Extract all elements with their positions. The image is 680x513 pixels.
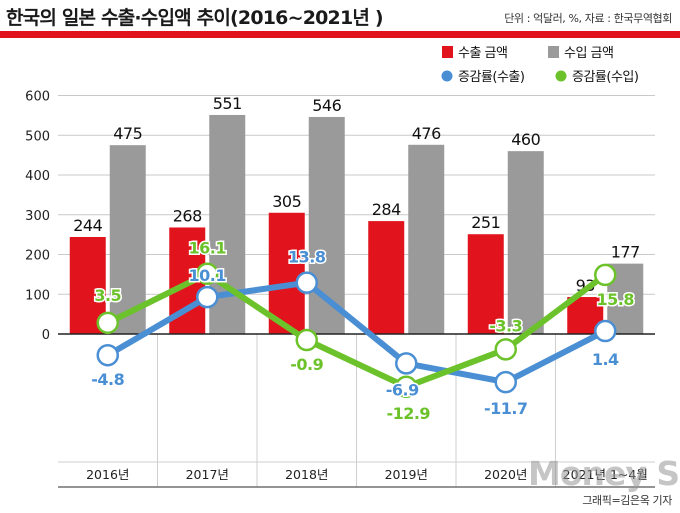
export-bar-value: 305 [272,192,301,211]
import-growth-point [295,328,318,352]
export-growth-value: -4.8 [91,370,124,389]
import-growth-value: -3.3 [489,316,522,335]
export-growth-value: 13.8 [288,248,326,267]
legend-label: 증감률(수출) [458,70,524,85]
import-growth-point [594,263,617,287]
legend-label: 수입 금액 [564,46,613,61]
export-growth-value: -11.7 [484,399,528,418]
import-bar-value: 551 [213,94,242,113]
graphic-credit: 그래픽=김은옥 기자 [582,494,672,507]
import-bar [507,151,544,334]
export-growth-point [494,370,517,394]
y-tick-label: 600 [25,90,50,105]
export-growth-value: 1.4 [592,350,619,369]
import-growth-point [96,311,119,335]
category-label: 2020년 [484,467,527,482]
export-bar [268,212,305,334]
legend-swatch [441,70,453,82]
export-growth-value: 10.1 [189,266,227,285]
import-growth-line [104,270,609,390]
category-label: 2019년 [385,467,428,482]
import-bar-value: 460 [511,130,540,149]
import-bar-value: 177 [611,243,640,262]
import-growth-point [494,338,517,361]
y-tick-label: 100 [25,288,50,303]
category-label: 2016년 [86,467,129,482]
import-bar-value: 476 [412,124,441,143]
y-tick-label: 500 [25,129,50,144]
export-growth-point [96,343,119,367]
import-growth-point [395,375,418,399]
import-growth-value: -0.9 [290,355,323,374]
export-growth-line [104,279,609,386]
export-growth-value: -6.9 [386,380,419,399]
export-bar-value: 251 [471,213,500,232]
source-note: 단위 : 억달러, %, 자료 : 한국무역협회 [504,12,672,25]
export-bar [467,234,504,334]
export-growth-point [594,319,617,343]
chart-title: 한국의 일본 수출·수입액 추이(2016~2021년 ) [6,7,384,29]
import-growth-value: 15.8 [597,290,635,309]
y-tick-label: 0 [42,328,50,343]
import-bar [109,145,146,334]
export-growth-point [196,285,219,309]
category-label: 2018년 [285,467,328,482]
y-tick-label: 200 [25,249,50,264]
export-bar-value: 244 [73,216,102,235]
export-bar-value: 284 [372,200,401,219]
import-growth-point [196,262,219,285]
legend-swatch [555,70,567,82]
export-bar [368,221,405,334]
import-growth-value: -12.9 [386,404,430,423]
import-bar-value: 546 [312,96,341,115]
category-label: 2017년 [186,467,229,482]
header-accent-bar [0,31,680,38]
export-bar-value: 268 [173,206,202,225]
y-tick-label: 300 [25,209,50,224]
import-bar-value: 475 [113,124,142,143]
export-growth-point [395,352,418,375]
legend-label: 수출 금액 [458,46,507,61]
import-growth-value: 16.1 [189,239,227,258]
legend-swatch [442,46,453,58]
legend-label: 증감률(수입) [572,70,638,85]
export-growth-point [295,271,318,294]
y-tick-label: 400 [25,169,50,184]
import-bar [408,144,445,334]
watermark-logo: Money S [528,454,680,493]
category-label: 2021년 1~4월 [563,467,648,482]
import-growth-value: 3.5 [94,286,121,305]
legend-swatch [548,46,559,58]
